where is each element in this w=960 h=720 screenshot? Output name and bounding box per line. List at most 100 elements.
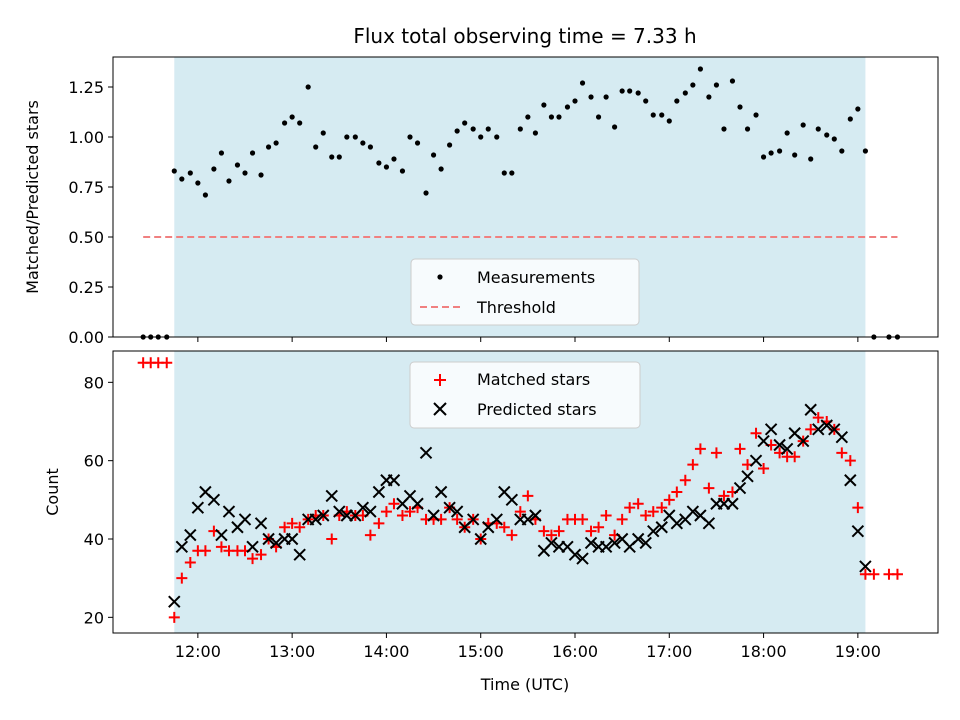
bottom-matched-stars-point bbox=[844, 455, 856, 467]
top-measurements-point bbox=[447, 142, 453, 148]
bottom-predicted-stars-point bbox=[262, 532, 275, 546]
bottom-predicted-stars-point bbox=[175, 540, 189, 554]
bottom-matched-stars-point bbox=[404, 506, 416, 518]
predicted-legend-marker bbox=[433, 402, 447, 416]
top-legend-box bbox=[410, 258, 640, 326]
bottom-predicted-stars-point bbox=[741, 470, 754, 483]
top-y-tick-label: 0.00 bbox=[68, 328, 104, 347]
top-measurements-point bbox=[627, 88, 633, 94]
top-measurements-point bbox=[494, 134, 500, 140]
top-measurements-point bbox=[847, 116, 853, 122]
bottom-predicted-stars-point bbox=[238, 513, 252, 526]
bottom-legend: Matched stars Predicted stars bbox=[409, 361, 641, 429]
bottom-matched-stars-point bbox=[255, 549, 267, 561]
bottom-matched-stars-point bbox=[703, 482, 715, 494]
bottom-predicted-stars-point bbox=[568, 548, 582, 561]
bottom-matched-stars-point bbox=[868, 568, 880, 580]
bottom-predicted-stars-point bbox=[796, 434, 810, 448]
bottom-predicted-stars-point bbox=[726, 497, 739, 510]
top-measurements-point bbox=[438, 166, 444, 172]
top-measurements-point bbox=[815, 126, 821, 132]
top-measurements-point bbox=[532, 130, 539, 136]
x-axis-label: Time (UTC) bbox=[480, 675, 569, 694]
bottom-predicted-stars-point bbox=[191, 501, 205, 514]
bottom-predicted-stars-point bbox=[844, 474, 857, 487]
bottom-matched-stars-point bbox=[600, 510, 612, 521]
top-measurements-point bbox=[682, 90, 688, 96]
top-measurements-point bbox=[367, 144, 373, 150]
bottom-y-axis-label: Count bbox=[43, 468, 62, 516]
top-measurements-point bbox=[831, 136, 837, 142]
top-measurements-point bbox=[824, 132, 830, 138]
top-measurements-point bbox=[839, 148, 845, 154]
bottom-matched-stars-point bbox=[396, 510, 408, 521]
bottom-predicted-stars-point bbox=[576, 552, 589, 565]
chart-title: Flux total observing time = 7.33 h bbox=[353, 24, 696, 48]
top-measurements-point bbox=[643, 98, 649, 104]
bottom-predicted-stars-point bbox=[702, 517, 716, 530]
bottom-predicted-stars-point bbox=[851, 524, 865, 538]
bottom-predicted-stars-point bbox=[804, 403, 817, 416]
bottom-x-tick-label: 18:00 bbox=[741, 642, 787, 661]
bottom-predicted-stars-point bbox=[780, 442, 794, 456]
top-measurements-point bbox=[800, 122, 806, 128]
top-measurements-point bbox=[729, 78, 736, 84]
bottom-predicted-stars-point bbox=[207, 493, 221, 507]
top-measurements-point bbox=[862, 148, 869, 154]
top-measurements-point bbox=[249, 150, 256, 156]
top-measurements-point bbox=[690, 82, 696, 88]
bottom-matched-stars-point bbox=[553, 525, 565, 537]
top-measurements-point bbox=[721, 126, 727, 132]
bottom-predicted-stars-point bbox=[773, 438, 786, 452]
bottom-predicted-stars-point bbox=[639, 536, 652, 550]
top-axes-frame bbox=[112, 56, 939, 338]
bottom-predicted-stars-point bbox=[364, 505, 377, 518]
bottom-predicted-stars-point bbox=[812, 423, 825, 436]
bottom-matched-stars-point bbox=[632, 498, 644, 510]
top-measurements-point bbox=[360, 140, 366, 146]
bottom-predicted-stars-point bbox=[505, 493, 519, 507]
top-measurements-point bbox=[572, 98, 578, 104]
top-measurements-point bbox=[470, 126, 476, 132]
bottom-predicted-stars-point bbox=[269, 536, 283, 550]
top-y-tick-label: 1.00 bbox=[68, 128, 104, 147]
bottom-predicted-stars-point bbox=[733, 481, 747, 495]
bottom-matched-stars-point bbox=[694, 443, 706, 455]
bottom-matched-stars-point bbox=[624, 502, 636, 514]
bottom-x-tick-label: 12:00 bbox=[175, 642, 221, 661]
top-measurements-point bbox=[792, 152, 798, 158]
top-measurements-point bbox=[352, 134, 358, 140]
legend-label-measurements: Measurements bbox=[477, 268, 595, 287]
bottom-predicted-stars-point bbox=[427, 509, 440, 522]
bottom-x-tick-label: 14:00 bbox=[363, 642, 409, 661]
bottom-matched-stars-point bbox=[789, 451, 801, 463]
bottom-predicted-stars-point bbox=[325, 489, 338, 503]
legend-label-predicted: Predicted stars bbox=[477, 400, 597, 419]
bottom-matched-stars-point bbox=[718, 490, 730, 502]
top-measurements-point bbox=[674, 98, 680, 104]
bottom-predicted-stars-point bbox=[443, 501, 456, 514]
bottom-x-tick-label: 19:00 bbox=[835, 642, 881, 661]
bottom-matched-stars-point bbox=[161, 357, 173, 369]
bottom-predicted-stars-point bbox=[434, 485, 448, 499]
bottom-matched-stars-point bbox=[750, 427, 762, 439]
bottom-matched-stars-point bbox=[279, 521, 291, 533]
bottom-matched-stars-point bbox=[168, 611, 180, 623]
top-measurements-point bbox=[282, 120, 288, 126]
top-measurements-point bbox=[195, 180, 201, 186]
bottom-matched-stars-point bbox=[805, 423, 817, 435]
bottom-predicted-stars-point bbox=[529, 509, 542, 522]
top-measurements-point bbox=[737, 104, 743, 110]
top-measurements-point bbox=[579, 80, 586, 86]
top-measurements-point bbox=[202, 192, 208, 198]
top-measurements-point bbox=[541, 102, 547, 108]
top-measurements-point bbox=[525, 114, 531, 120]
top-measurements-point bbox=[659, 112, 665, 118]
bottom-predicted-stars-point bbox=[333, 505, 346, 518]
top-measurements-point bbox=[744, 126, 751, 132]
top-measurements-point bbox=[289, 114, 295, 120]
bottom-predicted-stars-point bbox=[820, 419, 833, 432]
bottom-matched-stars-point bbox=[734, 443, 746, 455]
bottom-predicted-stars-point bbox=[859, 560, 872, 573]
top-y-tick-label: 0.25 bbox=[68, 278, 104, 297]
